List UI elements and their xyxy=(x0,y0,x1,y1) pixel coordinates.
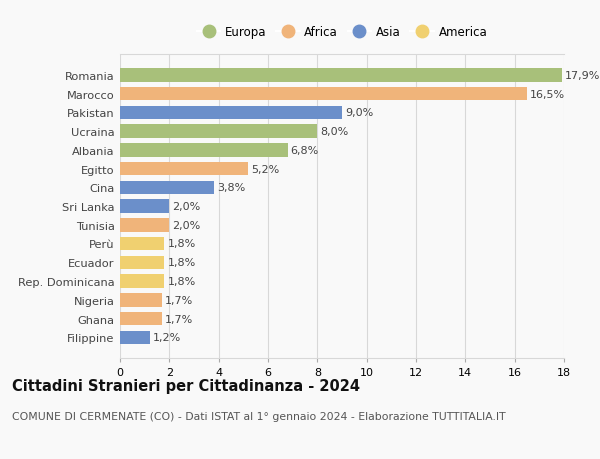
Legend: Europa, Africa, Asia, America: Europa, Africa, Asia, America xyxy=(197,26,487,39)
Text: 1,2%: 1,2% xyxy=(152,332,181,342)
Text: 1,7%: 1,7% xyxy=(165,295,193,305)
Bar xyxy=(120,125,317,139)
Text: 1,8%: 1,8% xyxy=(167,257,196,268)
Bar xyxy=(120,162,248,176)
Bar xyxy=(120,218,169,232)
Text: 1,8%: 1,8% xyxy=(167,276,196,286)
Bar xyxy=(120,106,342,120)
Text: 9,0%: 9,0% xyxy=(345,108,373,118)
Text: 2,0%: 2,0% xyxy=(172,202,200,212)
Bar xyxy=(120,200,169,213)
Text: 5,2%: 5,2% xyxy=(251,164,280,174)
Text: Cittadini Stranieri per Cittadinanza - 2024: Cittadini Stranieri per Cittadinanza - 2… xyxy=(12,379,360,394)
Bar xyxy=(120,237,164,251)
Text: 6,8%: 6,8% xyxy=(290,146,319,156)
Text: COMUNE DI CERMENATE (CO) - Dati ISTAT al 1° gennaio 2024 - Elaborazione TUTTITAL: COMUNE DI CERMENATE (CO) - Dati ISTAT al… xyxy=(12,411,506,421)
Bar xyxy=(120,69,562,82)
Bar xyxy=(120,274,164,288)
Bar xyxy=(120,312,162,325)
Bar xyxy=(120,256,164,269)
Bar xyxy=(120,144,288,157)
Text: 3,8%: 3,8% xyxy=(217,183,245,193)
Text: 2,0%: 2,0% xyxy=(172,220,200,230)
Text: 1,7%: 1,7% xyxy=(165,314,193,324)
Text: 8,0%: 8,0% xyxy=(320,127,349,137)
Text: 17,9%: 17,9% xyxy=(565,71,600,81)
Text: 16,5%: 16,5% xyxy=(530,90,565,99)
Text: 1,8%: 1,8% xyxy=(167,239,196,249)
Bar xyxy=(120,181,214,195)
Bar xyxy=(120,331,149,344)
Bar xyxy=(120,88,527,101)
Bar xyxy=(120,293,162,307)
